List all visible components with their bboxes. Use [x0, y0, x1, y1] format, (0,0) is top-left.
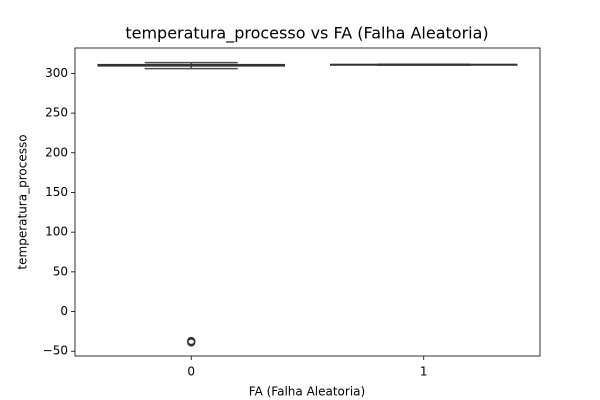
- y-tick-label: 0: [60, 304, 68, 318]
- y-axis-label: temperatura_processo: [16, 134, 30, 269]
- outlier: [187, 338, 196, 347]
- chart-title: temperatura_processo vs FA (Falha Aleato…: [125, 24, 488, 44]
- x-tick-label: 1: [420, 365, 428, 379]
- y-tick-label: 300: [45, 66, 68, 80]
- y-tick-label: 150: [45, 185, 68, 199]
- y-tick-label: −50: [43, 344, 68, 358]
- y-tick-label: 250: [45, 106, 68, 120]
- y-tick-label: 50: [53, 264, 68, 278]
- x-axis-label: FA (Falha Aleatoria): [249, 385, 365, 399]
- y-tick-label: 200: [45, 145, 68, 159]
- x-tick-label: 0: [187, 365, 195, 379]
- plot-frame: [74, 47, 541, 357]
- y-tick-label: 100: [45, 225, 68, 239]
